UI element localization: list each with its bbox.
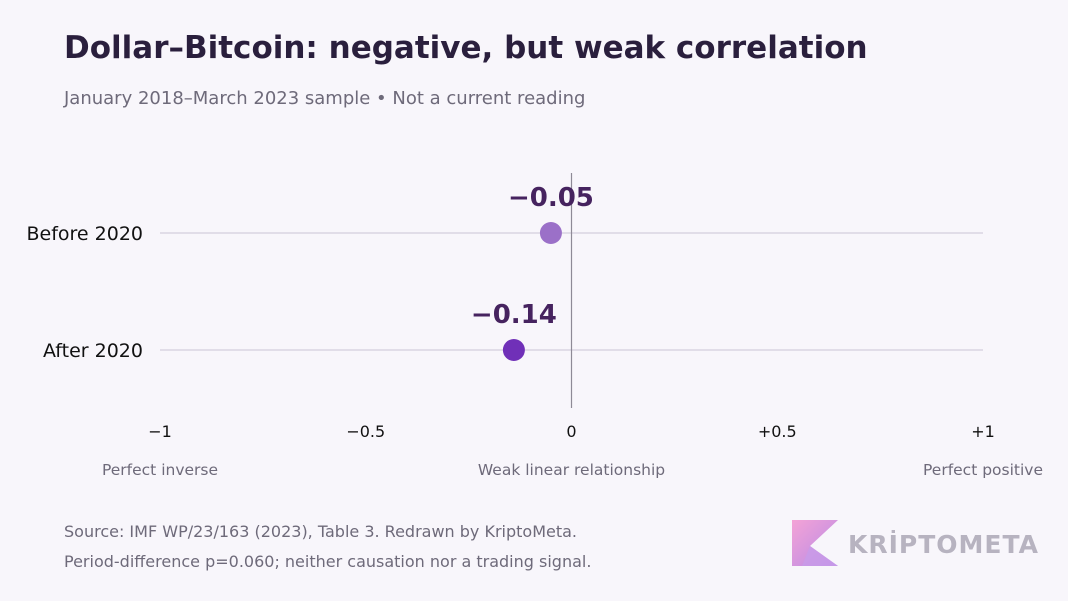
x-tick-label: −0.5 [346,422,385,441]
data-point [502,339,525,361]
value-label: −0.05 [508,183,594,213]
disclaimer-note: Period-difference p=0.060; neither causa… [64,552,592,571]
logo-text: KRİPTOMETA [848,530,1039,559]
x-tick-label: +1 [971,422,995,441]
chart-subtitle: January 2018–March 2023 sample • Not a c… [64,88,586,109]
x-tick-label: +0.5 [758,422,797,441]
scale-annotation: Perfect inverse [102,461,218,479]
category-label: After 2020 [43,340,143,362]
x-tick-label: −1 [148,422,172,441]
kriptometa-logo-icon [792,520,838,566]
scale-annotation: Perfect positive [923,461,1043,479]
x-tick-label: 0 [566,422,576,441]
chart-title: Dollar–Bitcoin: negative, but weak corre… [64,30,868,66]
scale-annotation: Weak linear relationship [478,461,665,479]
source-note: Source: IMF WP/23/163 (2023), Table 3. R… [64,522,578,541]
category-label: Before 2020 [26,223,143,245]
value-label: −0.14 [471,300,557,330]
data-point [539,222,562,244]
